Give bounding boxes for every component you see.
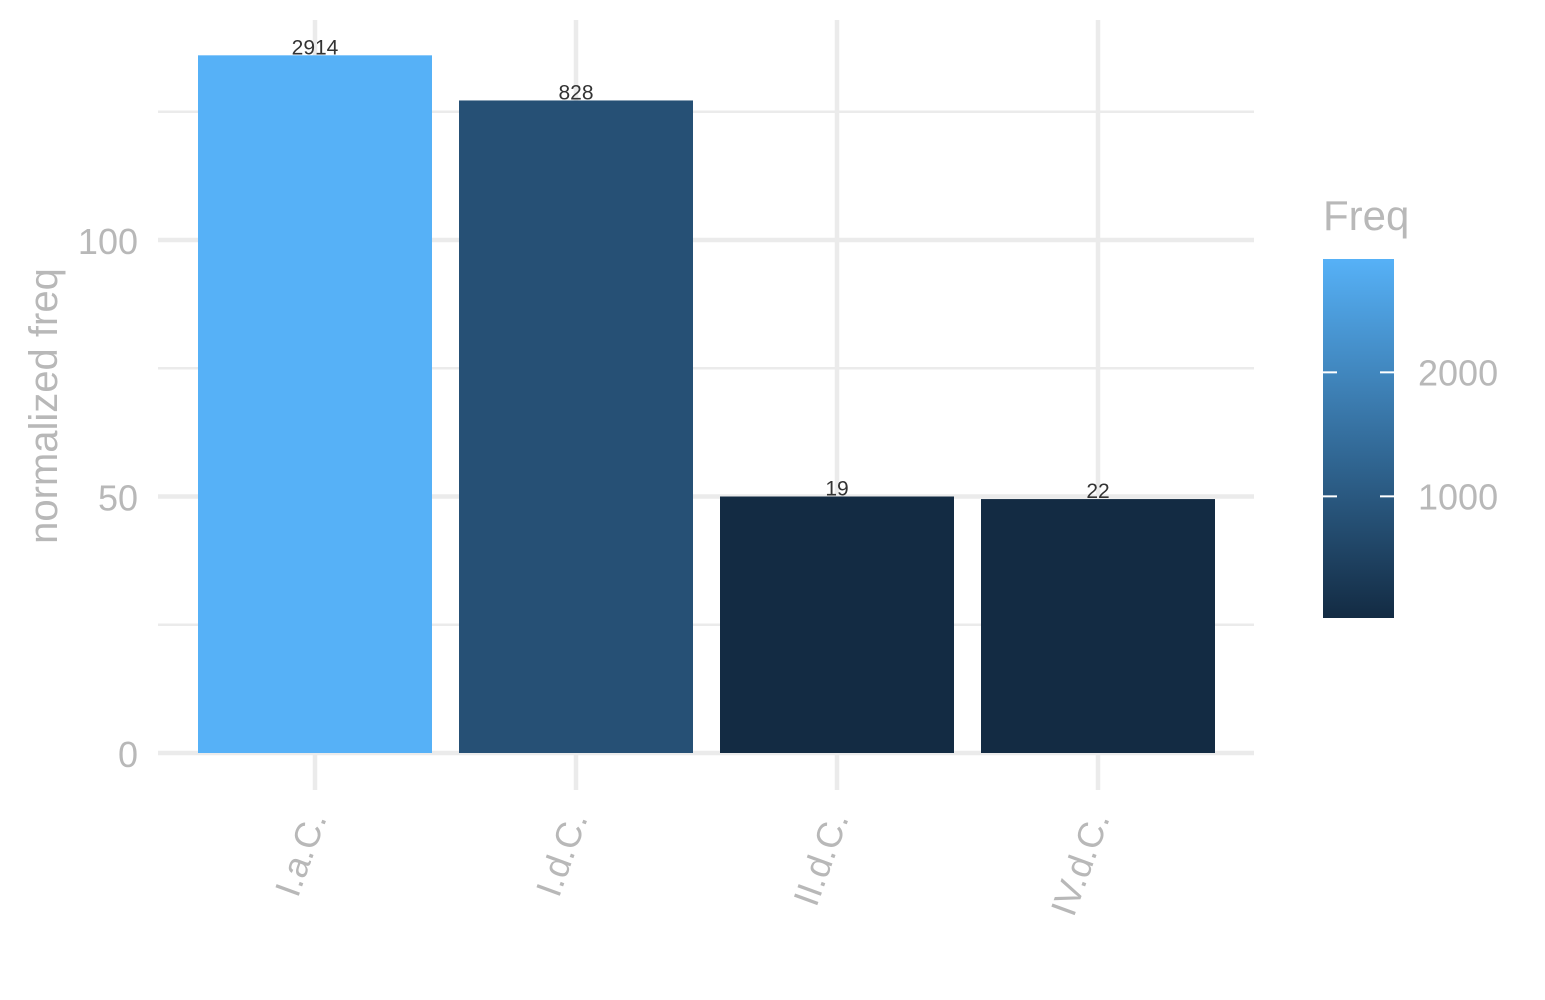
- bar-value-label: 828: [558, 81, 593, 104]
- y-tick-label: 100: [78, 221, 138, 262]
- legend-title: Freq: [1323, 192, 1409, 239]
- legend-ticks: 1000 2000: [1323, 352, 1498, 517]
- legend-tick-label: 2000: [1418, 352, 1498, 393]
- x-tick-label: II.d.C.: [785, 807, 856, 911]
- bar: [459, 100, 693, 754]
- legend-colorbar: [1323, 259, 1394, 618]
- x-tick-label: IV.d.C.: [1042, 807, 1117, 921]
- bar: [198, 55, 432, 753]
- bar-value-label: 2914: [292, 36, 339, 59]
- bar: [981, 499, 1215, 753]
- y-axis-title: normalized freq: [22, 268, 66, 544]
- y-axis: 0 50 100: [78, 221, 138, 775]
- bar-value-label: 22: [1086, 480, 1109, 503]
- x-tick-label: I.a.C.: [267, 807, 335, 902]
- y-tick-label: 0: [118, 734, 138, 775]
- legend: Freq 1000 2000: [1323, 192, 1498, 618]
- x-tick-label: I.d.C.: [528, 807, 596, 902]
- bar: [720, 496, 954, 753]
- bar-value-labels: 2914 828 19 22: [292, 36, 1110, 503]
- legend-tick-label: 1000: [1418, 476, 1498, 517]
- y-tick-label: 50: [98, 478, 138, 519]
- bar-value-label: 19: [825, 478, 848, 501]
- bars: [198, 55, 1215, 754]
- x-axis: I.a.C. I.d.C. II.d.C. IV.d.C.: [267, 807, 1118, 921]
